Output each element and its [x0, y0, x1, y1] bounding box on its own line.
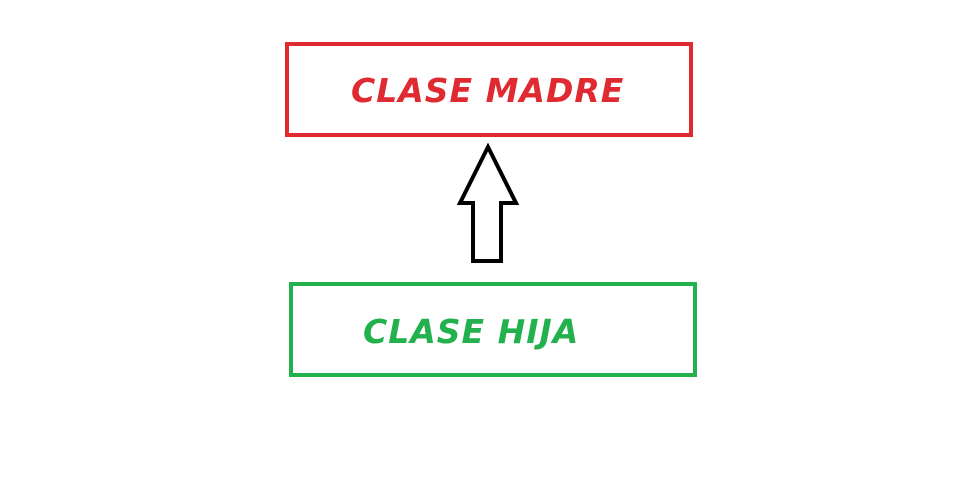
parent-class-label: CLASE MADRE	[351, 71, 625, 110]
child-class-label: CLASE HIJA	[363, 312, 580, 351]
child-class-box: CLASE HIJA	[289, 282, 697, 377]
arrow-shape	[456, 143, 520, 263]
inheritance-arrow-icon	[456, 143, 520, 263]
parent-class-box: CLASE MADRE	[285, 42, 693, 137]
